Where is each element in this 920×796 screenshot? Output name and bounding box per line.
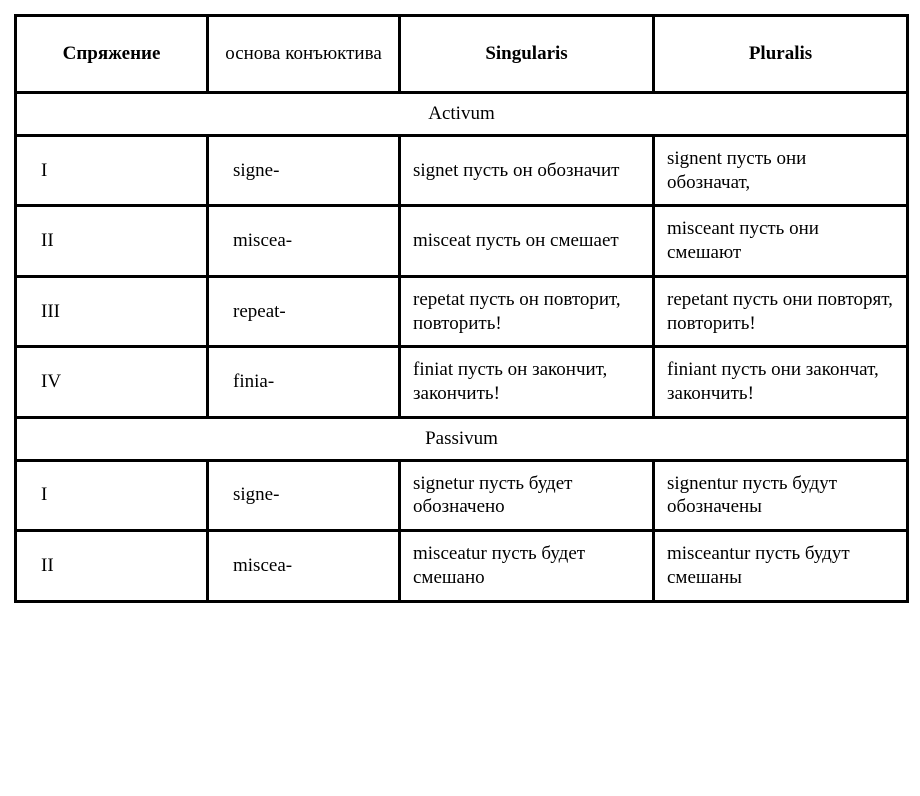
- cell-pluralis: signentur пусть будут обозначены: [654, 460, 908, 531]
- cell-stem: miscea-: [208, 531, 400, 602]
- table-row: I signe- signet пусть он обозначит signe…: [16, 135, 908, 206]
- col-header-conjugation: Спряжение: [16, 16, 208, 93]
- section-passivum: Passivum: [16, 417, 908, 460]
- cell-conjugation: I: [16, 135, 208, 206]
- section-activum: Activum: [16, 93, 908, 136]
- section-passivum-label: Passivum: [16, 417, 908, 460]
- table-row: III repeat- repetat пусть он повторит, п…: [16, 276, 908, 347]
- cell-singularis: signet пусть он обозначит: [400, 135, 654, 206]
- cell-stem: repeat-: [208, 276, 400, 347]
- cell-stem: signe-: [208, 460, 400, 531]
- cell-pluralis: repetant пусть они повторят, повторить!: [654, 276, 908, 347]
- cell-singularis: misceatur пусть будет смешано: [400, 531, 654, 602]
- cell-conjugation: IV: [16, 347, 208, 418]
- cell-stem: miscea-: [208, 206, 400, 277]
- table-row: II miscea- misceat пусть он смешает misc…: [16, 206, 908, 277]
- table-header-row: Спряжение основа конъюктива Singularis P…: [16, 16, 908, 93]
- col-header-stem: основа конъюктива: [208, 16, 400, 93]
- cell-conjugation: I: [16, 460, 208, 531]
- cell-singularis: misceat пусть он смешает: [400, 206, 654, 277]
- cell-stem: signe-: [208, 135, 400, 206]
- cell-pluralis: signent пусть они обозначат,: [654, 135, 908, 206]
- table-row: II miscea- misceatur пусть будет смешано…: [16, 531, 908, 602]
- section-activum-label: Activum: [16, 93, 908, 136]
- cell-singularis: repetat пусть он повторит, повторить!: [400, 276, 654, 347]
- cell-pluralis: misceantur пусть будут смешаны: [654, 531, 908, 602]
- table-row: IV finia- finiat пусть он закончит, зако…: [16, 347, 908, 418]
- cell-singularis: signetur пусть будет обозначено: [400, 460, 654, 531]
- cell-conjugation: II: [16, 531, 208, 602]
- cell-pluralis: misceant пусть они смешают: [654, 206, 908, 277]
- col-header-singularis: Singularis: [400, 16, 654, 93]
- col-header-pluralis: Pluralis: [654, 16, 908, 93]
- cell-singularis: finiat пусть он закончит, закончить!: [400, 347, 654, 418]
- cell-conjugation: III: [16, 276, 208, 347]
- cell-conjugation: II: [16, 206, 208, 277]
- table-row: I signe- signetur пусть будет обозначено…: [16, 460, 908, 531]
- cell-stem: finia-: [208, 347, 400, 418]
- cell-pluralis: finiant пусть они закончат, закончить!: [654, 347, 908, 418]
- conjugation-table: Спряжение основа конъюктива Singularis P…: [14, 14, 909, 603]
